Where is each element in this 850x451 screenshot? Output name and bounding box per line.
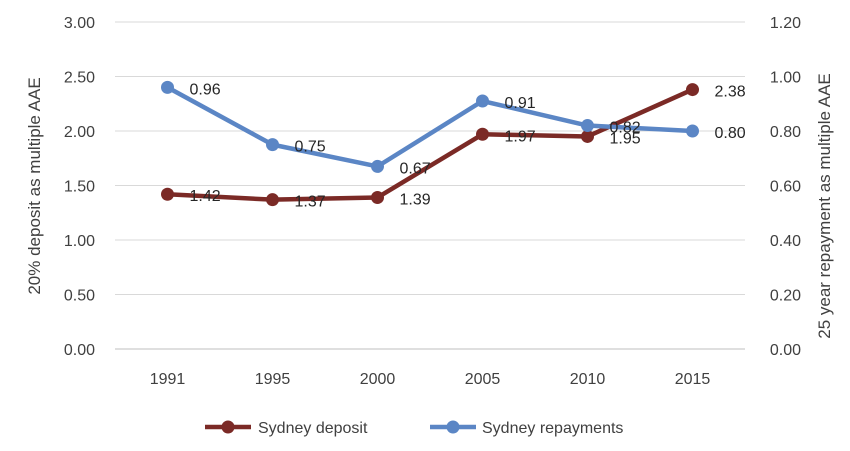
data-label-sydney-deposit: 1.95 (610, 130, 641, 147)
data-label-sydney-deposit: 1.39 (400, 191, 431, 208)
x-tick-label: 2015 (675, 371, 711, 388)
legend-marker-sydney-deposit (221, 420, 235, 434)
y2-tick-label: 1.20 (770, 15, 801, 32)
y2-tick-label: 0.80 (770, 124, 801, 141)
data-point-sydney-repayments (266, 138, 279, 152)
legend-label-sydney-deposit: Sydney deposit (258, 420, 368, 437)
y2-tick-label: 0.20 (770, 288, 801, 305)
data-point-sydney-repayments (476, 94, 489, 108)
y-tick-label: 0.50 (64, 288, 95, 305)
x-tick-label: 2005 (465, 371, 501, 388)
y-tick-label: 1.00 (64, 233, 95, 250)
y2-tick-label: 0.40 (770, 233, 801, 250)
legend-label-sydney-repayments: Sydney repayments (482, 420, 623, 437)
y2-tick-label: 0.60 (770, 179, 801, 196)
x-tick-label: 1995 (255, 371, 291, 388)
data-point-sydney-repayments (686, 124, 699, 138)
data-point-sydney-deposit (266, 193, 279, 207)
data-label-sydney-repayments: 0.75 (295, 139, 326, 156)
data-label-sydney-repayments: 0.67 (400, 160, 431, 177)
legend-marker-sydney-repayments (446, 420, 460, 434)
data-label-sydney-repayments: 0.82 (610, 120, 641, 137)
data-point-sydney-repayments (581, 119, 594, 133)
y-tick-label: 2.50 (64, 70, 95, 87)
x-tick-label: 2010 (570, 371, 606, 388)
data-point-sydney-deposit (161, 187, 174, 201)
data-point-sydney-deposit (476, 127, 489, 141)
y2-tick-label: 1.00 (770, 70, 801, 87)
x-tick-label: 1991 (150, 371, 186, 388)
data-point-sydney-deposit (686, 83, 699, 97)
data-label-sydney-deposit: 1.97 (505, 128, 536, 145)
y-tick-label: 3.00 (64, 15, 95, 32)
series-line-sydney-repayments (165, 85, 695, 169)
data-label-sydney-repayments: 0.91 (505, 95, 536, 112)
data-label-sydney-deposit: 2.38 (715, 84, 746, 101)
data-point-sydney-deposit (371, 190, 384, 204)
data-point-sydney-repayments (161, 80, 174, 94)
data-label-sydney-deposit: 1.37 (295, 194, 326, 211)
y-axis-title: 20% deposit as multiple AAE (25, 77, 44, 294)
data-label-sydney-repayments: 0.80 (715, 125, 746, 142)
y2-axis-title: 25 year repayment as multiple AAE (815, 73, 834, 339)
x-tick-label: 2000 (360, 371, 396, 388)
y-tick-label: 0.00 (64, 342, 95, 359)
y2-tick-label: 0.00 (770, 342, 801, 359)
data-point-sydney-repayments (371, 159, 384, 173)
data-label-sydney-repayments: 0.96 (190, 81, 221, 98)
y-tick-label: 1.50 (64, 179, 95, 196)
y-tick-label: 2.00 (64, 124, 95, 141)
data-point-sydney-deposit (581, 129, 594, 143)
data-label-sydney-deposit: 1.42 (190, 188, 221, 205)
